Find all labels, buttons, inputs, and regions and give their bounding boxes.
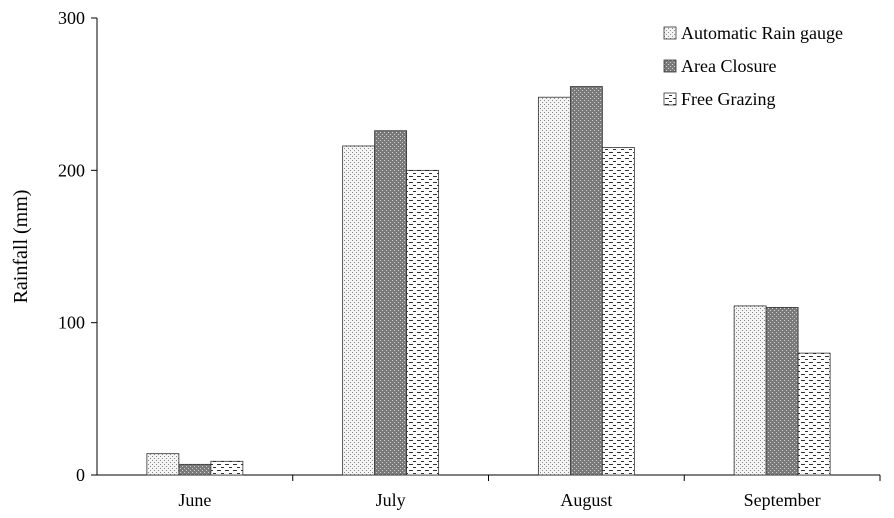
legend-label-2: Free Grazing: [681, 89, 775, 109]
legend-label-0: Automatic Rain gauge: [681, 23, 843, 43]
y-tick-label: 100: [58, 313, 85, 333]
bar-june-series-1: [178, 463, 212, 476]
x-tick-label: July: [376, 490, 406, 510]
bar-june-series-2: [210, 460, 244, 476]
y-axis-label: Rainfall (mm): [10, 190, 32, 304]
bar-august-series-1: [569, 86, 603, 476]
bars: [146, 86, 831, 476]
bar-august-series-2: [601, 147, 635, 476]
x-tick-label: September: [744, 490, 821, 510]
x-tick-label: August: [560, 490, 612, 510]
axes: 0 100 200 300 Rainfall (mm) June July August Sep…: [10, 8, 881, 510]
legend-swatch-1: [663, 59, 677, 73]
y-tick-label: 300: [58, 8, 85, 28]
bar-september-series-0: [733, 305, 767, 476]
bar-june-series-0: [146, 453, 180, 476]
bar-july-series-2: [406, 169, 440, 476]
legend: Automatic Rain gauge Area Closure Free Gra…: [663, 23, 843, 109]
legend-swatch-0: [663, 26, 677, 40]
legend-label-1: Area Closure: [681, 56, 776, 76]
bar-july-series-0: [342, 145, 376, 476]
bar-august-series-0: [537, 96, 571, 476]
bar-september-series-1: [765, 307, 799, 476]
bar-september-series-2: [797, 352, 831, 476]
y-tick-label: 0: [76, 465, 85, 485]
bar-july-series-1: [374, 130, 408, 476]
y-tick-label: 200: [58, 160, 85, 180]
x-tick-label: June: [178, 490, 211, 510]
legend-swatch-2: [663, 92, 677, 106]
